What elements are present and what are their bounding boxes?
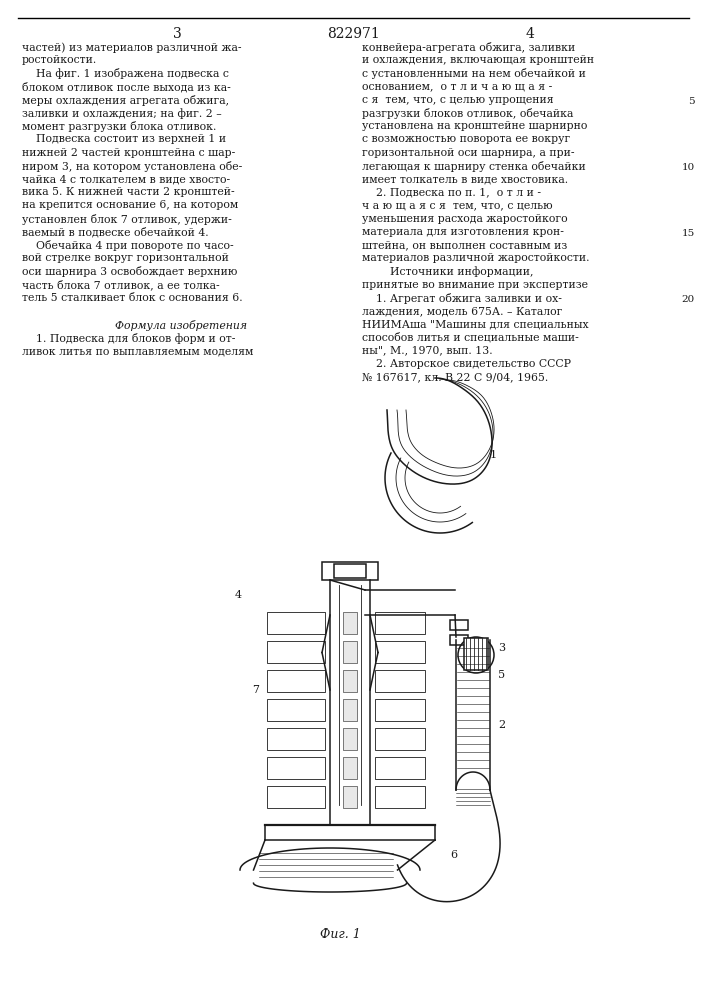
- Bar: [343, 699, 357, 721]
- Text: 5: 5: [689, 97, 695, 106]
- Text: и охлаждения, включающая кронштейн: и охлаждения, включающая кронштейн: [362, 55, 594, 65]
- Text: ч а ю щ а я с я  тем, что, с целью: ч а ю щ а я с я тем, что, с целью: [362, 200, 553, 210]
- Text: вой стрелке вокруг горизонтальной: вой стрелке вокруг горизонтальной: [22, 253, 229, 263]
- Text: установлен блок 7 отливок, удержи-: установлен блок 7 отливок, удержи-: [22, 214, 232, 225]
- Bar: [375, 612, 425, 634]
- Text: 5: 5: [498, 670, 505, 680]
- Text: 1. Агрегат обжига заливки и ох-: 1. Агрегат обжига заливки и ох-: [362, 293, 562, 304]
- Text: часть блока 7 отливок, а ее толка-: часть блока 7 отливок, а ее толка-: [22, 280, 220, 290]
- Bar: [267, 699, 325, 721]
- Text: ростойкости.: ростойкости.: [22, 55, 98, 65]
- Text: способов литья и специальные маши-: способов литья и специальные маши-: [362, 332, 579, 343]
- Text: уменьшения расхода жаростойкого: уменьшения расхода жаростойкого: [362, 214, 568, 224]
- Bar: [450, 635, 468, 645]
- Text: установлена на кронштейне шарнирно: установлена на кронштейне шарнирно: [362, 121, 588, 131]
- Text: 3: 3: [498, 643, 505, 653]
- Text: вика 5. К нижней части 2 кронштей-: вика 5. К нижней части 2 кронштей-: [22, 187, 235, 197]
- Text: момент разгрузки блока отливок.: момент разгрузки блока отливок.: [22, 121, 216, 132]
- Text: 822971: 822971: [327, 27, 380, 41]
- Text: Формула изобретения: Формула изобретения: [115, 320, 247, 331]
- Text: На фиг. 1 изображена подвеска с: На фиг. 1 изображена подвеска с: [22, 68, 229, 79]
- Text: штейна, он выполнен составным из: штейна, он выполнен составным из: [362, 240, 567, 250]
- Bar: [267, 757, 325, 779]
- Text: Фиг. 1: Фиг. 1: [320, 928, 361, 941]
- Bar: [343, 786, 357, 808]
- Bar: [375, 699, 425, 721]
- Text: 6: 6: [450, 850, 457, 860]
- Bar: [375, 670, 425, 692]
- Text: с возможностью поворота ее вокруг: с возможностью поворота ее вокруг: [362, 134, 571, 144]
- Bar: [267, 612, 325, 634]
- Text: с я  тем, что, с целью упрощения: с я тем, что, с целью упрощения: [362, 95, 554, 105]
- Bar: [267, 786, 325, 808]
- Bar: [343, 757, 357, 779]
- Text: № 167617, кл. В 22 С 9/04, 1965.: № 167617, кл. В 22 С 9/04, 1965.: [362, 372, 548, 382]
- Text: горизонтальной оси шарнира, а при-: горизонтальной оси шарнира, а при-: [362, 148, 575, 158]
- Bar: [450, 620, 468, 630]
- Text: 4: 4: [235, 590, 242, 600]
- Bar: [267, 670, 325, 692]
- Text: на крепится основание 6, на котором: на крепится основание 6, на котором: [22, 200, 238, 210]
- Bar: [375, 641, 425, 663]
- Text: 2. Авторское свидетельство СССР: 2. Авторское свидетельство СССР: [362, 359, 571, 369]
- Text: Обечайка 4 при повороте по часо-: Обечайка 4 при повороте по часо-: [22, 240, 233, 251]
- Text: легающая к шарниру стенка обечайки: легающая к шарниру стенка обечайки: [362, 161, 586, 172]
- Text: 20: 20: [682, 295, 695, 304]
- Bar: [343, 612, 357, 634]
- Text: Источники информации,: Источники информации,: [362, 266, 534, 277]
- Text: ниром 3, на котором установлена обе-: ниром 3, на котором установлена обе-: [22, 161, 243, 172]
- Text: заливки и охлаждения; на фиг. 2 –: заливки и охлаждения; на фиг. 2 –: [22, 108, 222, 119]
- Text: ливок литья по выплавляемым моделям: ливок литья по выплавляемым моделям: [22, 346, 253, 356]
- Text: НИИМАша "Машины для специальных: НИИМАша "Машины для специальных: [362, 319, 589, 329]
- Text: конвейера-агрегата обжига, заливки: конвейера-агрегата обжига, заливки: [362, 42, 575, 53]
- Text: 15: 15: [682, 229, 695, 238]
- Bar: [375, 786, 425, 808]
- Text: материалов различной жаростойкости.: материалов различной жаростойкости.: [362, 253, 590, 263]
- Bar: [334, 564, 366, 578]
- Bar: [375, 757, 425, 779]
- Text: 2: 2: [498, 720, 505, 730]
- Text: оси шарнира 3 освобождает верхнию: оси шарнира 3 освобождает верхнию: [22, 266, 238, 277]
- Text: 3: 3: [173, 27, 182, 41]
- Bar: [267, 728, 325, 750]
- Text: блоком отливок после выхода из ка-: блоком отливок после выхода из ка-: [22, 82, 230, 92]
- Text: материала для изготовления крон-: материала для изготовления крон-: [362, 227, 564, 237]
- Text: тель 5 сталкивает блок с основания 6.: тель 5 сталкивает блок с основания 6.: [22, 293, 243, 303]
- Text: лаждения, модель 675А. – Каталог: лаждения, модель 675А. – Каталог: [362, 306, 562, 316]
- Text: Подвеска состоит из верхней 1 и: Подвеска состоит из верхней 1 и: [22, 134, 226, 144]
- Text: 1. Подвеска для блоков форм и от-: 1. Подвеска для блоков форм и от-: [22, 333, 235, 344]
- Text: основанием,  о т л и ч а ю щ а я -: основанием, о т л и ч а ю щ а я -: [362, 82, 552, 92]
- Text: 7: 7: [252, 685, 259, 695]
- Text: 2. Подвеска по п. 1,  о т л и -: 2. Подвеска по п. 1, о т л и -: [362, 187, 541, 197]
- Bar: [343, 641, 357, 663]
- Text: чайка 4 с толкателем в виде хвосто-: чайка 4 с толкателем в виде хвосто-: [22, 174, 230, 184]
- Text: частей) из материалов различной жа-: частей) из материалов различной жа-: [22, 42, 242, 53]
- Bar: [464, 638, 488, 670]
- Bar: [322, 562, 378, 580]
- Text: разгрузки блоков отливок, обечайка: разгрузки блоков отливок, обечайка: [362, 108, 573, 119]
- Bar: [375, 728, 425, 750]
- Text: ны", М., 1970, вып. 13.: ны", М., 1970, вып. 13.: [362, 346, 493, 356]
- Text: меры охлаждения агрегата обжига,: меры охлаждения агрегата обжига,: [22, 95, 229, 106]
- Text: с установленными на нем обечайкой и: с установленными на нем обечайкой и: [362, 68, 586, 79]
- Bar: [343, 670, 357, 692]
- Text: имеет толкатель в виде хвостовика.: имеет толкатель в виде хвостовика.: [362, 174, 568, 184]
- Text: ваемый в подвеске обечайкой 4.: ваемый в подвеске обечайкой 4.: [22, 227, 209, 237]
- Text: нижней 2 частей кронштейна с шар-: нижней 2 частей кронштейна с шар-: [22, 148, 235, 158]
- Text: 10: 10: [682, 163, 695, 172]
- Text: 1: 1: [490, 450, 497, 460]
- Text: 4: 4: [525, 27, 534, 41]
- Bar: [343, 728, 357, 750]
- Bar: [267, 641, 325, 663]
- Text: принятые во внимание при экспертизе: принятые во внимание при экспертизе: [362, 280, 588, 290]
